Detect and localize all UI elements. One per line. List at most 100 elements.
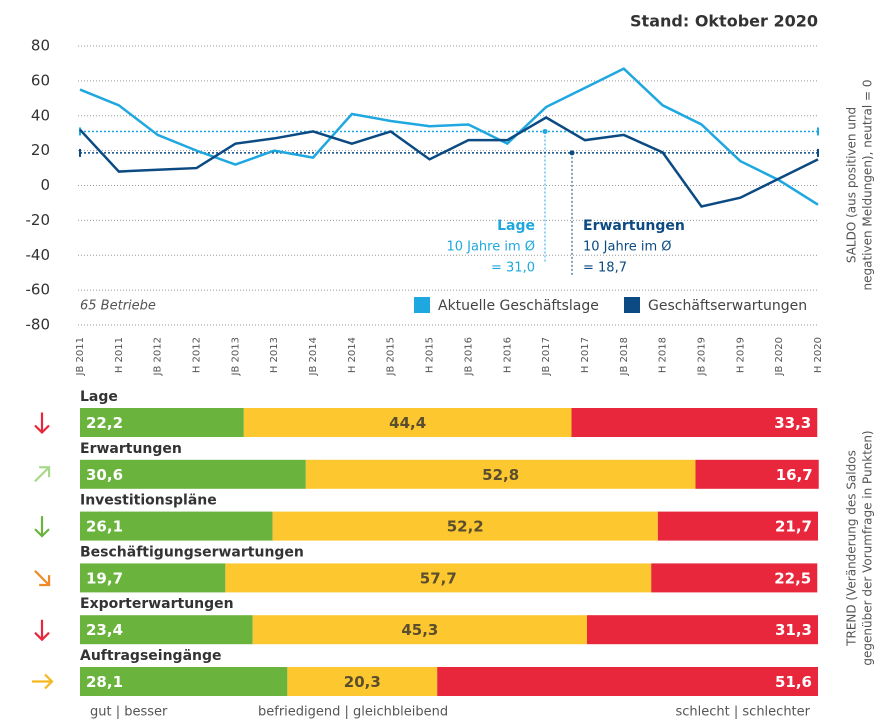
note: 65 Betriebe	[80, 299, 156, 314]
bar-value-label: 52,8	[482, 466, 519, 484]
bar-segment	[80, 667, 288, 696]
x-tick-label: JB 2019	[696, 337, 707, 376]
bar-value-label: 45,3	[401, 621, 438, 639]
x-tick-label: H 2019	[735, 337, 746, 373]
legend-swatch	[414, 297, 430, 313]
row-label: Exporterwartungen	[80, 596, 234, 612]
trend-arrow	[34, 570, 51, 587]
y-tick-label: 40	[31, 106, 50, 124]
bar-value-label: 22,5	[774, 569, 811, 587]
x-tick-label: H 2020	[813, 337, 824, 373]
x-tick-label: H 2018	[658, 337, 669, 373]
bar-value-label: 26,1	[86, 518, 123, 536]
legend-label: Geschäftserwartungen	[648, 298, 807, 314]
bar-segment	[587, 615, 818, 645]
row-label: Investitionspläne	[80, 493, 217, 509]
x-tick-label: H 2017	[580, 337, 591, 373]
bar-segment	[695, 459, 819, 489]
trend-arrow-shape	[34, 412, 50, 435]
bar-segment	[651, 563, 818, 593]
x-tick-label: H 2011	[114, 337, 125, 373]
y-tick-label: 0	[40, 176, 50, 194]
trend-arrow	[34, 619, 50, 642]
trend-arrow	[34, 412, 50, 435]
x-tick-label: JB 2017	[541, 337, 552, 376]
average-label: 10 Jahre im Ø	[583, 240, 672, 255]
series-line	[79, 67, 819, 206]
bar-value-label: 22,2	[86, 414, 123, 432]
x-tick-label: H 2013	[269, 337, 280, 373]
row-label: Erwartungen	[80, 441, 182, 457]
bar-value-label: 20,3	[344, 673, 381, 691]
x-tick-label: JB 2018	[619, 337, 630, 376]
bar-segment	[80, 563, 226, 593]
bar-segment	[80, 408, 244, 437]
y-tick-label: 20	[31, 141, 50, 159]
row-label: Lage	[80, 389, 118, 405]
bar-segment	[437, 667, 818, 696]
bar-value-label: 33,3	[774, 414, 811, 432]
average-dot	[542, 128, 548, 134]
bar-segment	[657, 511, 818, 541]
bar-segment	[571, 408, 818, 437]
bar-segment	[243, 408, 572, 437]
y-tick-label: 80	[31, 37, 50, 55]
trend-arrow-shape	[34, 466, 51, 483]
bar-segment	[225, 563, 652, 593]
trend-arrow-shape	[34, 516, 50, 538]
x-tick-label: JB 2016	[463, 337, 474, 376]
x-tick-label: H 2016	[502, 337, 513, 373]
bar-segment	[305, 459, 696, 489]
row-label: Auftragseingänge	[80, 648, 222, 664]
average-value: = 18,7	[583, 261, 627, 276]
trend-arrow	[34, 466, 51, 483]
legend-label: Aktuelle Geschäftslage	[438, 298, 599, 314]
x-tick-label: JB 2011	[75, 337, 86, 376]
average-name: Erwartungen	[583, 218, 685, 234]
bar-value-label: 23,4	[86, 621, 123, 639]
x-tick-label: H 2015	[425, 337, 436, 373]
bar-value-label: 57,7	[420, 569, 457, 587]
chart-title: Stand: Oktober 2020	[630, 12, 818, 31]
row-label: Beschäftigungserwartungen	[80, 544, 304, 560]
trend-arrow-shape	[34, 570, 51, 587]
y-tick-label: -80	[26, 316, 51, 334]
average-dot	[569, 150, 575, 156]
x-tick-label: H 2014	[347, 337, 358, 373]
y-tick-label: -60	[26, 281, 51, 299]
bar-segment	[252, 615, 588, 645]
bar-segment	[80, 615, 253, 645]
bar-segment	[80, 459, 306, 489]
trend-arrow	[32, 673, 54, 690]
x-tick-label: JB 2013	[230, 337, 241, 376]
average-label: 10 Jahre im Ø	[446, 240, 535, 255]
bar-value-label: 31,3	[775, 621, 812, 639]
average-name: Lage	[497, 218, 535, 234]
y-axis-label: negativen Meldungen), neutral = 0	[861, 80, 875, 291]
bar-value-label: 19,7	[86, 569, 123, 587]
legend-label: schlecht | schlechter	[676, 705, 811, 720]
legend-label: befriedigend | gleichbleibend	[258, 705, 448, 720]
bar-value-label: 28,1	[86, 673, 123, 691]
bar-value-label: 44,4	[389, 414, 426, 432]
bar-value-label: 21,7	[775, 518, 812, 536]
trend-arrow-shape	[34, 619, 50, 642]
y-axis-label: SALDO (aus positiven und	[845, 107, 859, 263]
x-tick-label: H 2012	[192, 337, 203, 373]
average-value: = 31,0	[491, 261, 535, 276]
legend-label: gut | besser	[90, 705, 168, 720]
bar-segment	[80, 511, 273, 541]
bar-value-label: 52,2	[447, 518, 484, 536]
legend-swatch	[624, 297, 640, 313]
bar-segment	[272, 511, 658, 541]
trend-arrow	[34, 516, 50, 538]
x-tick-label: JB 2012	[153, 337, 164, 376]
bar-segment	[287, 667, 438, 696]
series-line	[79, 116, 819, 208]
x-tick-label: JB 2015	[386, 337, 397, 376]
trend-arrow-shape	[32, 673, 54, 690]
y-tick-label: 60	[31, 71, 50, 89]
axis-label: TREND (Veränderung des Saldos	[845, 450, 859, 647]
x-tick-label: JB 2014	[308, 337, 319, 376]
